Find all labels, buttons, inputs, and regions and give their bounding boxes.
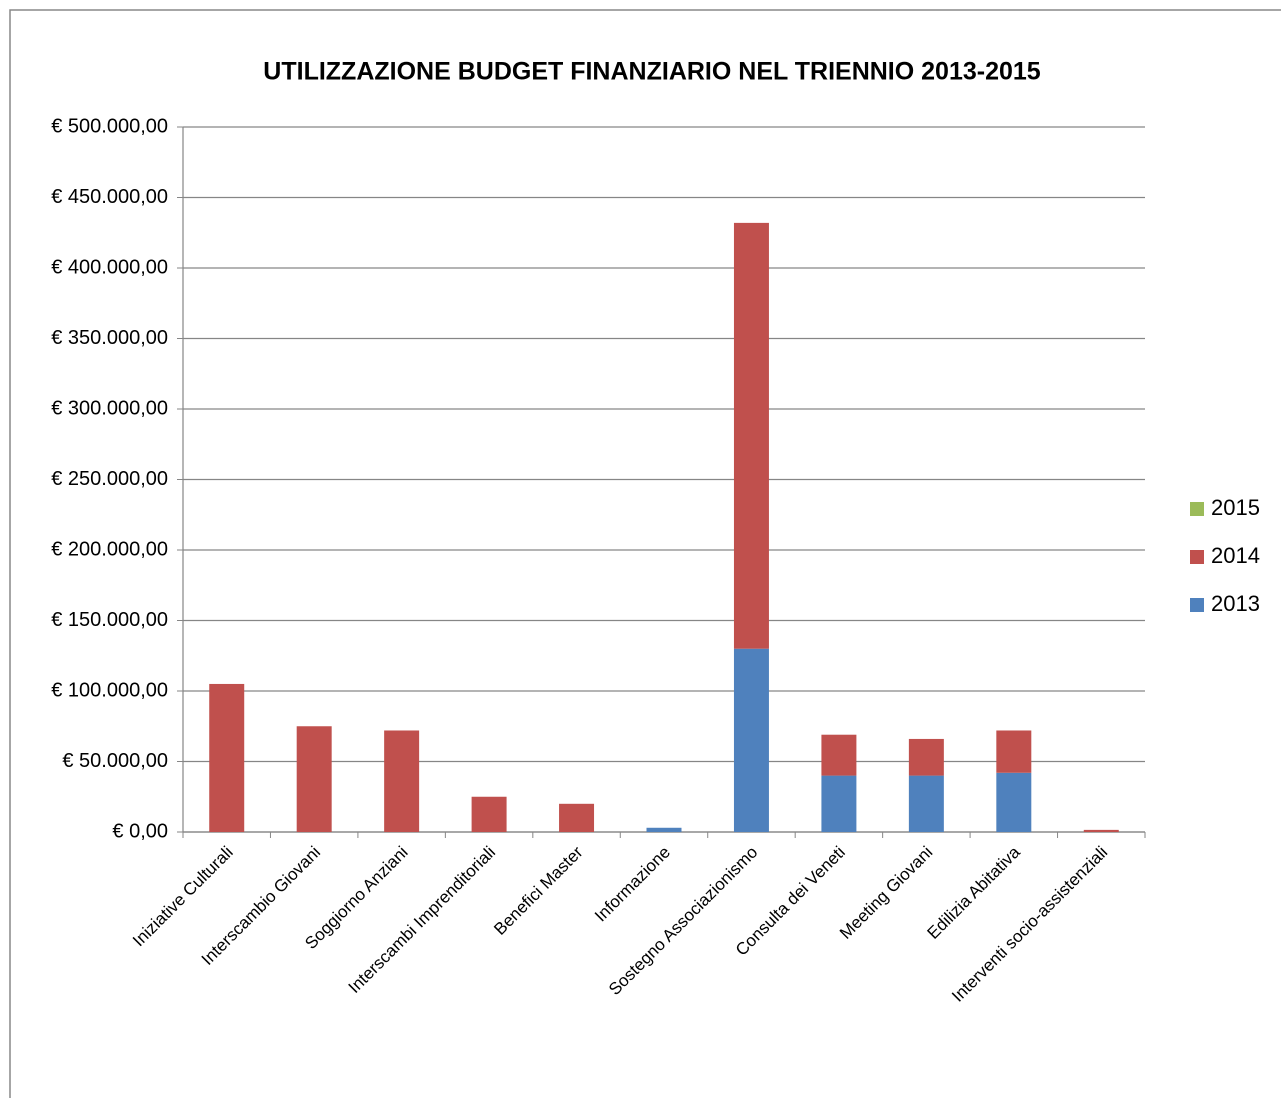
bar-segment [471,796,507,832]
bar-segment [1083,829,1119,832]
bar-segment [996,772,1032,832]
legend-label: 2013 [1211,591,1260,616]
y-tick-label: € 100.000,00 [51,679,168,701]
legend-swatch [1190,502,1204,516]
chart-border [9,9,1281,1098]
y-tick-label: € 450.000,00 [51,186,168,208]
bar-segment [733,222,769,649]
bar-segment [733,648,769,832]
y-tick-label: € 500.000,00 [51,115,168,137]
legend-swatch [1190,598,1204,612]
legend-label: 2015 [1211,495,1260,520]
bar-segment [908,738,944,776]
bar-segment [384,730,420,832]
y-tick-label: € 250.000,00 [51,468,168,490]
y-tick-label: € 150.000,00 [51,609,168,631]
bar-segment [821,775,857,832]
bar-segment [646,827,682,832]
y-tick-label: € 50.000,00 [62,750,168,772]
bar-segment [908,775,944,832]
y-tick-label: € 0,00 [112,820,168,842]
bar-segment [821,734,857,776]
bar-segment [996,730,1032,773]
bar-segment [296,726,332,832]
y-tick-label: € 350.000,00 [51,327,168,349]
legend-swatch [1190,550,1204,564]
chart-title: UTILIZZAZIONE BUDGET FINANZIARIO NEL TRI… [263,58,1041,86]
y-tick-label: € 200.000,00 [51,538,168,560]
y-tick-label: € 300.000,00 [51,397,168,419]
y-tick-label: € 400.000,00 [51,256,168,278]
legend-label: 2014 [1211,543,1260,568]
bar-segment [209,683,245,832]
bar-segment [559,803,595,832]
